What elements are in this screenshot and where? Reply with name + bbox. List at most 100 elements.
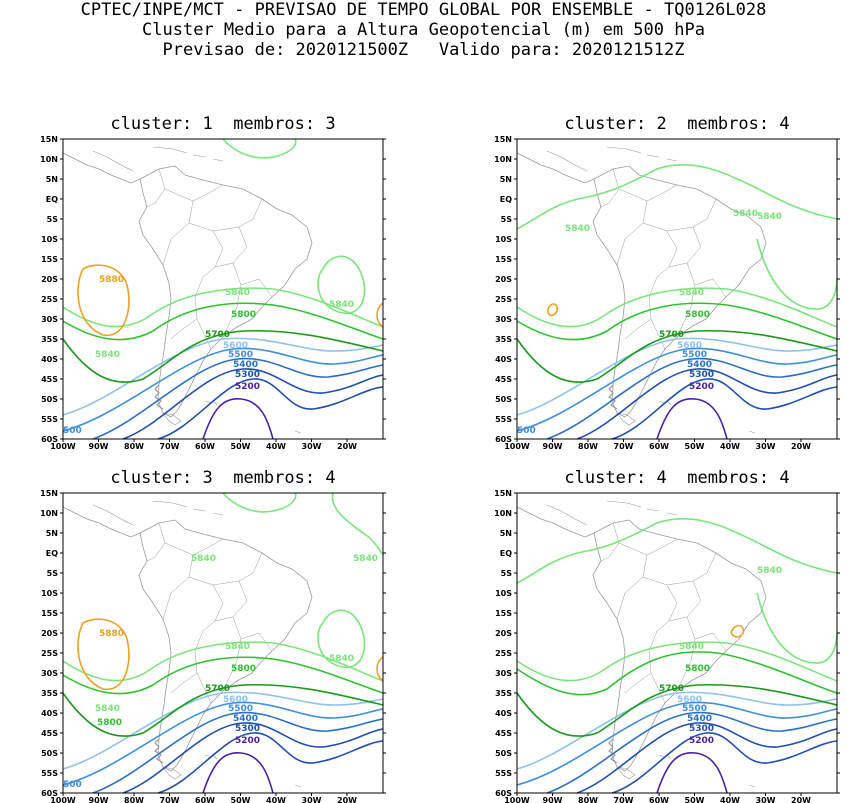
lon-tick-label: 80W	[124, 442, 144, 451]
contour-label-l5700: 5700	[205, 684, 230, 694]
lon-tick-label: 60W	[195, 796, 215, 803]
panel-3-title: cluster: 3 membros: 4	[110, 468, 336, 488]
lat-tick-label: 50S	[41, 395, 58, 404]
lat-tick-label: 55S	[41, 769, 58, 778]
lat-tick-label: EQ	[500, 195, 512, 204]
panel-2-contour-labels: 5200530054005500560057005800584058405840…	[517, 209, 782, 436]
contour-5500-line	[516, 701, 838, 786]
contour-5600-line	[516, 691, 838, 770]
contour-5300-line	[122, 722, 384, 794]
contour-label-l5300: 5300	[689, 370, 714, 380]
contour-label-l5800: 5800	[685, 664, 710, 674]
panel-2-contours	[516, 164, 838, 440]
contour-label-l5600: 5600	[223, 341, 248, 351]
contour-label-l5840b: 5840	[757, 212, 782, 222]
contour-5880-line	[77, 618, 130, 690]
contour-5840-line	[756, 238, 838, 310]
contour-label-l5400: 5400	[687, 360, 712, 370]
contour-5880-line	[547, 303, 559, 317]
panel-3-contour-labels: 5200530054005500560057005800584058405840…	[63, 554, 378, 790]
contour-label-edge: 500	[63, 426, 82, 436]
contour-5600-line	[516, 337, 838, 416]
lon-tick-label: 20W	[791, 442, 811, 451]
lon-tick-label: 40W	[266, 442, 286, 451]
contour-5300-line	[611, 732, 838, 794]
lat-tick-label: 10N	[494, 509, 512, 518]
contour-5880-line	[77, 264, 130, 336]
contour-label-l5880: 5880	[99, 275, 124, 285]
lon-tick-label: 60W	[649, 442, 669, 451]
lat-tick-label: 10N	[40, 509, 58, 518]
contour-5700-line	[516, 329, 838, 383]
lon-tick-label: 40W	[266, 796, 286, 803]
lon-tick-label: 60W	[649, 796, 669, 803]
lat-tick-label: 15N	[494, 489, 512, 498]
contour-5400-line	[92, 357, 384, 440]
contour-5840-line	[222, 492, 297, 513]
lat-tick-label: 20S	[41, 275, 58, 284]
panel-3-axes: 15N 10N 5N EQ 5S 10S 15S 20S 25S 30S 35S 40S 45S 50S 5…	[40, 489, 386, 803]
contour-5840-line	[222, 138, 297, 159]
lat-tick-label: 30S	[41, 315, 58, 324]
contour-5500-line	[62, 347, 384, 432]
lon-tick-label: 20W	[791, 796, 811, 803]
lat-tick-label: 25S	[495, 295, 512, 304]
contour-5200-line	[656, 398, 728, 440]
contour-label-l5600: 5600	[677, 695, 702, 705]
contour-label-l5600: 5600	[223, 695, 248, 705]
lon-tick-label: 50W	[231, 442, 251, 451]
lat-tick-label: 15N	[40, 135, 58, 144]
contour-label-l5840d: 5840	[191, 554, 216, 564]
panel-4-title: cluster: 4 membros: 4	[564, 468, 790, 488]
contour-label-l5300: 5300	[235, 370, 260, 380]
lon-tick-label: 40W	[720, 796, 740, 803]
lon-tick-label: 80W	[124, 796, 144, 803]
lon-tick-label: 80W	[578, 796, 598, 803]
lon-tick-label: 30W	[756, 796, 776, 803]
contour-label-l5500: 5500	[228, 704, 253, 714]
contour-label-l5200: 5200	[235, 382, 260, 392]
header-line-1: CPTEC/INPE/MCT - PREVISAO DE TEMPO GLOBA…	[80, 0, 767, 20]
lon-tick-label: 100W	[504, 442, 530, 451]
lat-tick-label: 5S	[47, 215, 59, 224]
contour-label-l5840b: 5840	[95, 350, 120, 360]
contour-5840-line	[516, 164, 838, 230]
lon-tick-label: 90W	[89, 442, 109, 451]
lat-tick-label: 50S	[495, 749, 512, 758]
panel-2-title: cluster: 2 membros: 4	[564, 114, 790, 134]
lat-tick-label: 5N	[46, 529, 58, 538]
contour-5880-line	[376, 656, 384, 682]
lat-tick-label: 5S	[501, 215, 513, 224]
lon-tick-label: 30W	[302, 796, 322, 803]
contour-5700-line	[516, 683, 838, 737]
lat-tick-label: 15N	[40, 489, 58, 498]
contour-5200-line	[656, 752, 728, 794]
panel-4-contours	[516, 518, 838, 794]
header-line-3: Previsao de: 2020121500Z Valido para: 20…	[162, 40, 685, 60]
contour-label-l5840a: 5840	[679, 288, 704, 298]
lat-tick-label: 55S	[495, 415, 512, 424]
lat-tick-label: 30S	[495, 315, 512, 324]
contour-5600-line	[62, 337, 384, 416]
contour-5300-line	[576, 722, 838, 794]
contour-label-l5840d: 5840	[733, 209, 758, 219]
lat-tick-label: 15N	[494, 135, 512, 144]
contour-5600-line	[62, 691, 384, 770]
lon-tick-label: 60W	[195, 442, 215, 451]
contour-5800-line	[62, 302, 384, 341]
contour-5840-line	[62, 287, 384, 328]
contour-5800-line	[516, 651, 838, 696]
contour-5840-line	[317, 609, 366, 668]
lat-tick-label: 55S	[41, 415, 58, 424]
contour-5300-line	[157, 378, 384, 440]
contour-5400-line	[92, 711, 384, 794]
contour-label-edge: 500	[63, 780, 82, 790]
panel-1-axes: 15N 10N 5N EQ 5S 10S 15S 20S 25S 30S 35S 40S 45S 50S 5…	[40, 135, 386, 451]
contour-5840-line	[756, 592, 838, 664]
contour-5300-line	[576, 368, 838, 440]
lat-tick-label: 40S	[495, 355, 512, 364]
contour-label-l5840c: 5840	[329, 300, 354, 310]
lat-tick-label: 20S	[41, 629, 58, 638]
lat-tick-label: 10S	[41, 589, 58, 598]
contour-label-l5800: 5800	[231, 310, 256, 320]
